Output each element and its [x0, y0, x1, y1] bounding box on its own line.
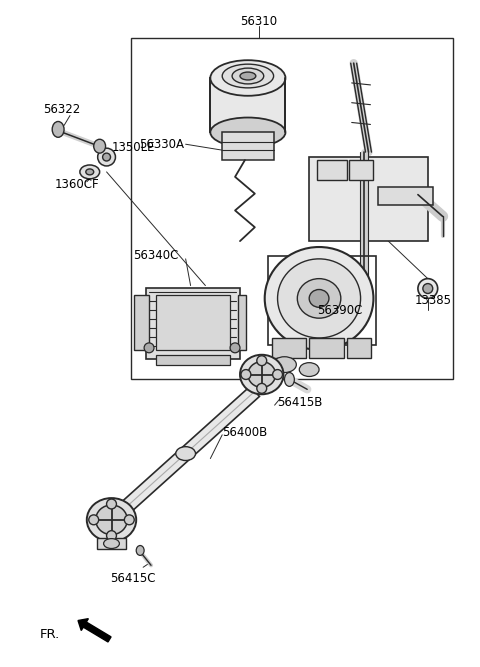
Text: 56330A: 56330A — [139, 137, 184, 151]
Ellipse shape — [136, 546, 144, 556]
Ellipse shape — [264, 247, 373, 350]
Bar — [349, 160, 373, 180]
Ellipse shape — [418, 279, 438, 298]
Ellipse shape — [96, 505, 127, 535]
Bar — [309, 338, 344, 358]
Ellipse shape — [297, 279, 341, 318]
Bar — [131, 39, 453, 380]
Bar — [378, 187, 433, 205]
Ellipse shape — [107, 531, 117, 540]
Ellipse shape — [104, 538, 120, 548]
Bar — [272, 338, 306, 358]
Text: 56340C: 56340C — [133, 249, 179, 262]
Text: 1350LE: 1350LE — [111, 141, 155, 153]
Ellipse shape — [240, 355, 284, 394]
Ellipse shape — [89, 515, 99, 525]
Bar — [210, 78, 286, 132]
Ellipse shape — [277, 259, 360, 338]
Ellipse shape — [222, 64, 274, 88]
Text: 13385: 13385 — [414, 294, 451, 307]
Text: 56322: 56322 — [44, 103, 81, 116]
Ellipse shape — [257, 384, 267, 394]
Ellipse shape — [144, 343, 154, 353]
Ellipse shape — [285, 373, 294, 386]
Ellipse shape — [210, 117, 286, 147]
Text: 56310: 56310 — [240, 15, 277, 28]
Text: 56400B: 56400B — [222, 426, 267, 440]
Ellipse shape — [94, 139, 106, 153]
Ellipse shape — [241, 370, 251, 380]
Ellipse shape — [103, 153, 110, 161]
Ellipse shape — [52, 121, 64, 137]
Ellipse shape — [230, 343, 240, 353]
Text: 56415B: 56415B — [277, 396, 323, 409]
Text: 1360CF: 1360CF — [55, 178, 99, 191]
Text: 56415C: 56415C — [110, 572, 156, 585]
Ellipse shape — [124, 515, 134, 525]
Ellipse shape — [273, 357, 296, 373]
Bar — [134, 295, 149, 350]
Bar — [96, 538, 126, 550]
Bar — [222, 132, 274, 160]
Ellipse shape — [97, 148, 116, 166]
Bar — [156, 355, 230, 365]
Ellipse shape — [232, 68, 264, 84]
Ellipse shape — [80, 165, 100, 179]
Bar — [309, 157, 428, 241]
Text: 56390C: 56390C — [317, 303, 362, 317]
Ellipse shape — [87, 498, 136, 542]
Ellipse shape — [257, 356, 267, 366]
FancyArrow shape — [78, 619, 111, 642]
Ellipse shape — [309, 289, 329, 307]
Bar — [317, 160, 347, 180]
Bar — [146, 287, 240, 359]
Bar — [268, 256, 376, 345]
Ellipse shape — [423, 283, 433, 293]
Ellipse shape — [210, 60, 286, 96]
Ellipse shape — [300, 363, 319, 376]
Polygon shape — [112, 386, 260, 521]
Bar — [156, 295, 230, 350]
Ellipse shape — [176, 447, 195, 460]
Text: FR.: FR. — [39, 628, 60, 641]
Bar — [238, 295, 246, 350]
Ellipse shape — [273, 370, 283, 380]
Ellipse shape — [107, 499, 117, 509]
Ellipse shape — [86, 169, 94, 175]
Bar — [347, 338, 372, 358]
Ellipse shape — [248, 362, 276, 388]
Ellipse shape — [240, 72, 256, 80]
